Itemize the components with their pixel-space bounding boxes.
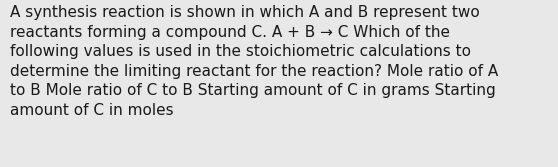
Text: A synthesis reaction is shown in which A and B represent two
reactants forming a: A synthesis reaction is shown in which A… <box>10 5 498 118</box>
